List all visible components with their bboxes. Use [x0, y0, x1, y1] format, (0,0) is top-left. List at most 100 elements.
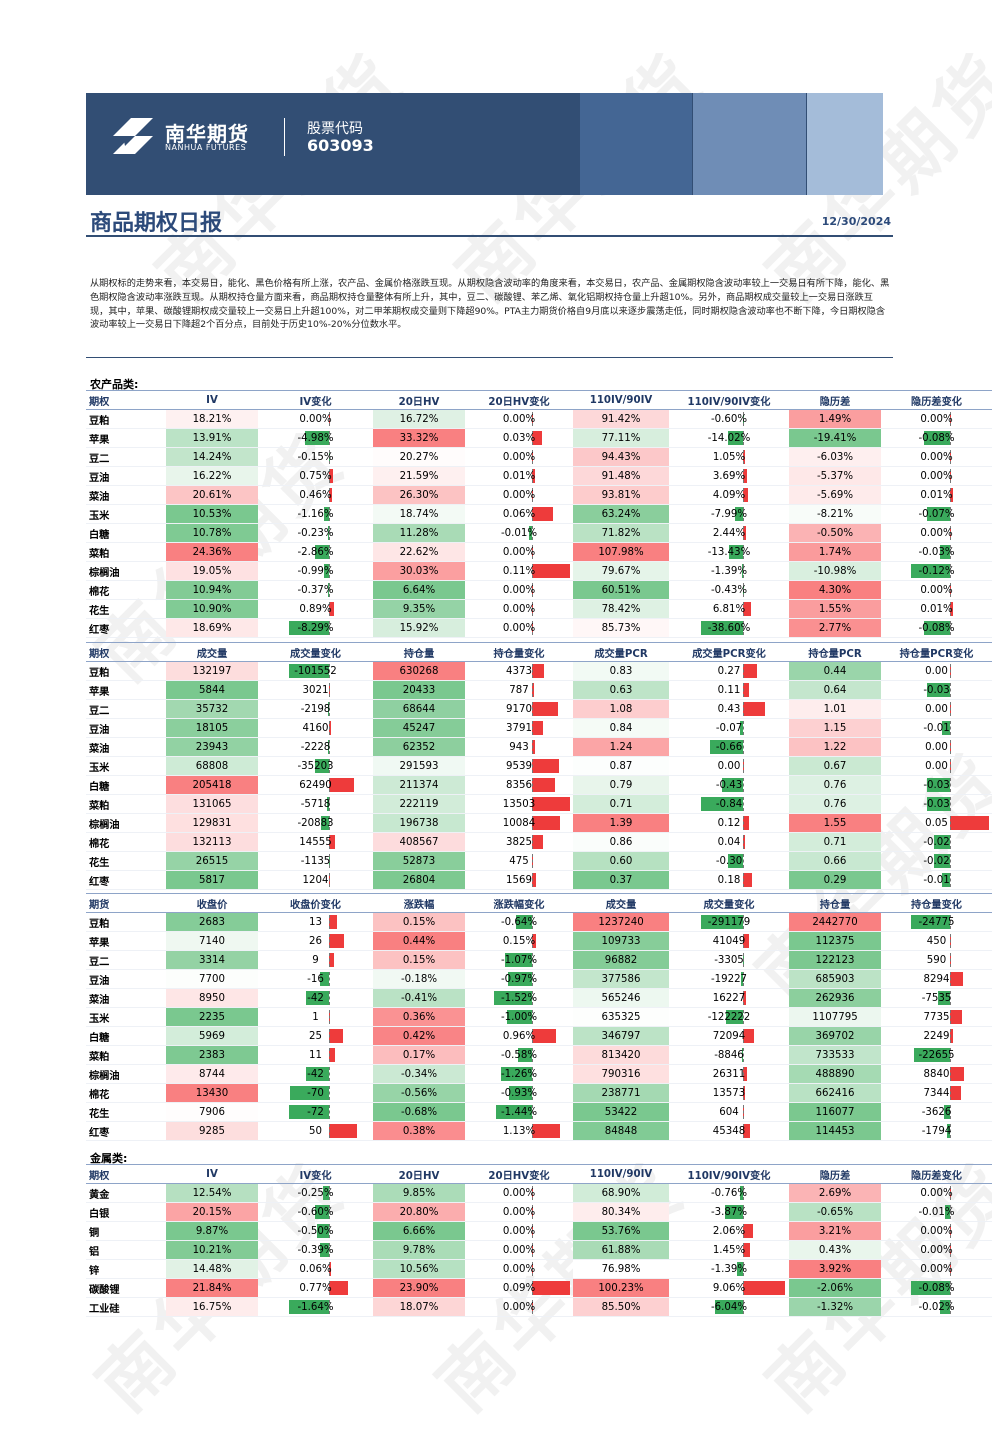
data-bar	[289, 664, 330, 678]
table-cell: 68808	[166, 756, 258, 776]
table-cell: 60.51%	[573, 580, 669, 600]
table-cell: 450	[881, 931, 992, 951]
bar-axis	[743, 1281, 745, 1295]
cell-value: 8744	[199, 1068, 225, 1080]
cell-value: 635325	[601, 1011, 641, 1023]
table-cell: 1.15	[789, 718, 881, 738]
data-bar	[531, 1029, 556, 1043]
table-cell: 0.38%	[373, 1121, 465, 1141]
bar-axis	[949, 740, 951, 754]
cell-value: -0.56%	[400, 1087, 438, 1099]
bar-axis	[949, 778, 951, 792]
row-label: 菜粕	[86, 542, 166, 562]
table-row: 红枣 5817 1204 26804 1569 0.37 0.18 0.29 -0.01	[86, 870, 992, 890]
cell-value: -291179	[707, 916, 751, 928]
table-cell: 630268	[373, 661, 465, 681]
bar-axis	[949, 1186, 951, 1200]
table-cell: -0.50%	[258, 1221, 373, 1241]
table-row: 苹果 13.91% -4.98% 33.32% 0.03% 77.11% -14.02% -1…	[86, 428, 992, 448]
data-bar	[531, 835, 543, 849]
bar-axis	[949, 1243, 951, 1257]
cell-value: 943	[509, 741, 529, 753]
table-cell: 8294	[881, 969, 992, 989]
data-bar	[531, 816, 561, 830]
data-bar	[743, 991, 746, 1005]
table-cell: -0.66	[669, 737, 789, 757]
bar-axis	[531, 702, 533, 716]
cell-value: -1.16%	[297, 508, 334, 520]
cell-value: 0.38%	[402, 1125, 436, 1137]
table-row: 花生 26515 -1135 52873 475 0.60 -0.30 0.66 -0.02	[86, 851, 992, 871]
bar-axis	[949, 431, 951, 445]
table-cell: -0.02	[881, 851, 992, 871]
table-cell: 0.18	[669, 870, 789, 890]
cell-value: -14.02%	[707, 432, 751, 444]
cell-value: 8294	[923, 973, 950, 985]
bar-axis	[329, 934, 331, 948]
bar-axis	[531, 1048, 533, 1062]
column-header: 20日HV	[373, 390, 465, 410]
data-bar	[940, 545, 950, 559]
data-bar	[743, 1067, 748, 1081]
row-label: 豆油	[86, 466, 166, 486]
cell-value: 0.27	[717, 665, 741, 677]
table-cell: 68.90%	[573, 1183, 669, 1203]
data-bar	[910, 915, 950, 929]
table-cell: -0.50%	[789, 523, 881, 543]
table-cell: 3.21%	[789, 1221, 881, 1241]
cell-value: 733533	[815, 1049, 855, 1061]
cell-value: 53.76%	[601, 1225, 641, 1237]
bar-axis	[949, 721, 951, 735]
table-cell: 6.64%	[373, 580, 465, 600]
bar-axis	[329, 450, 331, 464]
cell-value: -0.58%	[500, 1049, 538, 1061]
cell-value: -0.60%	[710, 413, 748, 425]
cell-value: 12.54%	[192, 1187, 232, 1199]
table-cell: 9.87%	[166, 1221, 258, 1241]
cell-value: 0.01%	[502, 470, 536, 482]
data-bar	[743, 1029, 754, 1043]
cell-value: 2.44%	[712, 527, 746, 539]
bar-axis	[743, 683, 745, 697]
bar-axis	[329, 854, 331, 868]
bar-axis	[329, 1048, 331, 1062]
cell-value: -8.29%	[297, 622, 334, 634]
table-cell: 0.00%	[465, 618, 573, 638]
data-bar	[531, 778, 556, 792]
table-cell: 16.75%	[166, 1297, 258, 1317]
table-cell: 0.00	[881, 756, 992, 776]
cell-value: 4.30%	[818, 584, 852, 596]
data-bar	[531, 702, 558, 716]
row-label: 红枣	[86, 618, 166, 638]
bar-axis	[329, 1067, 331, 1081]
bar-axis	[329, 683, 331, 697]
cell-value: 18105	[195, 722, 229, 734]
cell-value: 0.18	[717, 874, 741, 886]
table-cell: -0.03	[881, 775, 992, 795]
cell-value: -0.15%	[297, 451, 334, 463]
table-cell: 0.00%	[881, 1240, 992, 1260]
cell-value: -1.44%	[500, 1106, 538, 1118]
cell-value: 0.36%	[402, 1011, 436, 1023]
cell-value: 0.83	[609, 665, 633, 677]
cell-value: 0.11%	[502, 565, 536, 577]
cell-value: -0.97%	[500, 973, 538, 985]
data-bar	[923, 621, 950, 635]
cell-value: -2198	[300, 703, 331, 715]
table-cell: 41049	[669, 931, 789, 951]
cell-value: 33.32%	[399, 432, 439, 444]
data-bar	[742, 1048, 744, 1062]
cell-value: 0.00%	[920, 470, 953, 482]
cell-value: 0.44%	[402, 935, 436, 947]
cell-value: 0.00%	[502, 546, 536, 558]
cell-value: -22655	[918, 1049, 955, 1061]
title-rule	[86, 235, 893, 237]
table-cell: 1569	[465, 870, 573, 890]
column-header: 隐历差变化	[881, 1164, 992, 1184]
table-cell: 131065	[166, 794, 258, 814]
bar-axis	[949, 1224, 951, 1238]
cell-value: 0.00	[925, 703, 948, 715]
bar-axis	[743, 1300, 745, 1314]
row-label: 黄金	[86, 1183, 166, 1203]
table-cell: 0.01%	[465, 466, 573, 486]
